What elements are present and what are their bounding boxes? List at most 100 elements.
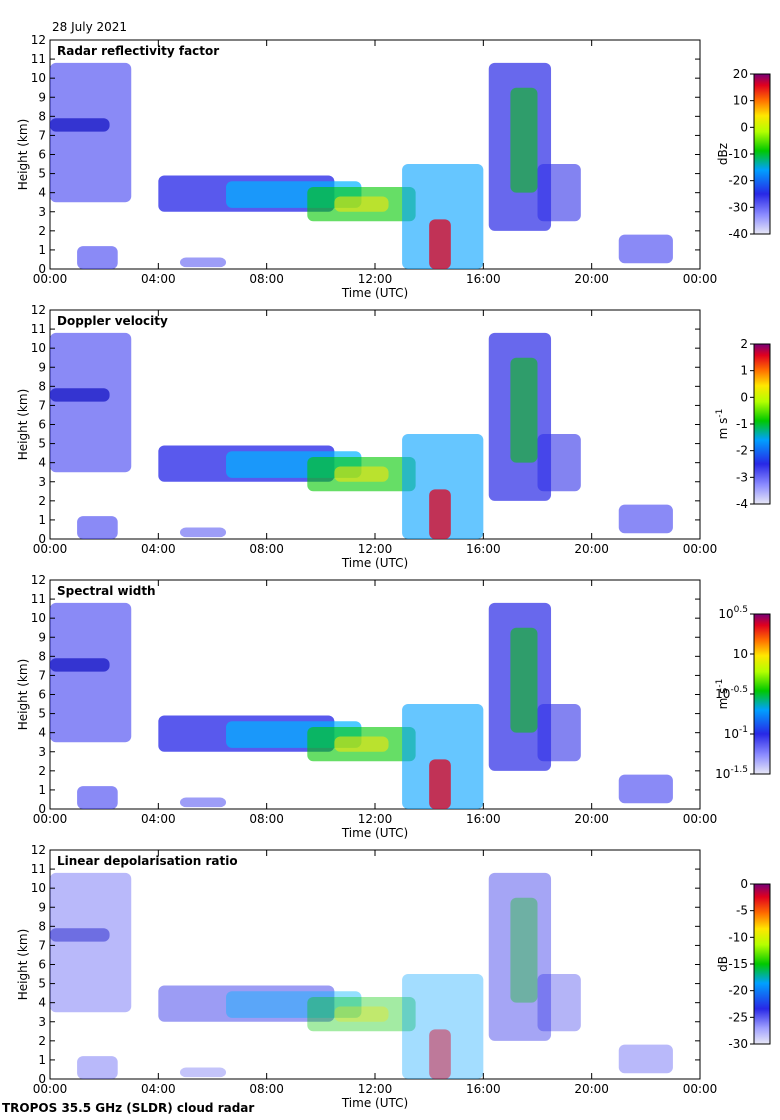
echo-region — [402, 974, 484, 1079]
x-tick-label: 16:00 — [466, 542, 501, 556]
x-tick-label: 00:00 — [33, 272, 68, 286]
y-tick-label: 8 — [38, 379, 46, 393]
panel-4: Linear depolarisation ratio0123456789101… — [16, 843, 771, 1110]
y-tick-label: 5 — [38, 707, 46, 721]
echo-region — [180, 527, 227, 538]
y-tick-label: 2 — [38, 224, 46, 238]
colorbar-tick-label: 100.5 — [718, 605, 748, 621]
y-tick-label: 7 — [38, 128, 46, 142]
echo-region — [618, 504, 673, 534]
echo-region — [429, 759, 451, 809]
colorbar-tick-label: -30 — [728, 200, 748, 214]
x-tick-label: 16:00 — [466, 1082, 501, 1096]
y-tick-label: 1 — [38, 513, 46, 527]
x-tick-label: 00:00 — [33, 1082, 68, 1096]
x-axis-label: Time (UTC) — [341, 1096, 408, 1110]
y-tick-label: 4 — [38, 456, 46, 470]
echo-region — [537, 704, 581, 762]
echo-region — [488, 872, 552, 1041]
plot-area — [49, 579, 701, 810]
echo-region — [402, 164, 484, 269]
y-tick-label: 2 — [38, 494, 46, 508]
y-axis-label: Height (km) — [16, 929, 30, 1000]
colorbar-unit-exponent: -1 — [715, 409, 725, 418]
echo-region — [50, 118, 110, 132]
colorbar-tick-label: 10-1.5 — [715, 765, 748, 781]
y-tick-label: 3 — [38, 475, 46, 489]
echo-region — [77, 246, 118, 269]
y-tick-label: 0 — [38, 1072, 46, 1086]
x-tick-label: 12:00 — [358, 812, 393, 826]
plot-area — [49, 849, 701, 1080]
echo-region — [510, 87, 538, 193]
y-tick-label: 7 — [38, 668, 46, 682]
colorbar-tick-label: 10 — [733, 647, 748, 661]
echo-region — [429, 219, 451, 269]
y-tick-label: 7 — [38, 398, 46, 412]
x-tick-label: 00:00 — [683, 812, 718, 826]
echo-region — [50, 928, 110, 942]
x-tick-label: 08:00 — [249, 812, 284, 826]
colorbar-tick-label: 0 — [740, 120, 748, 134]
y-tick-label: 6 — [38, 418, 46, 432]
colorbar-tick-label: 0 — [740, 390, 748, 404]
x-tick-label: 08:00 — [249, 1082, 284, 1096]
echo-region — [618, 234, 673, 264]
colorbar-unit: m s-1 — [715, 409, 730, 440]
echo-region — [429, 1029, 451, 1079]
colorbar-tick-label: 10-1 — [724, 725, 748, 741]
echo-region — [537, 164, 581, 222]
x-tick-label: 00:00 — [33, 542, 68, 556]
panel-title: Radar reflectivity factor — [57, 44, 219, 58]
echo-region — [226, 991, 362, 1018]
panel-title: Doppler velocity — [57, 314, 168, 328]
y-tick-label: 1 — [38, 783, 46, 797]
y-axis-label: Height (km) — [16, 119, 30, 190]
y-tick-label: 8 — [38, 919, 46, 933]
y-axis-label: Height (km) — [16, 389, 30, 460]
colorbar — [753, 883, 771, 1045]
x-tick-label: 08:00 — [249, 542, 284, 556]
y-tick-label: 10 — [31, 71, 46, 85]
x-tick-label: 04:00 — [141, 542, 176, 556]
colorbar-tick-label: -3 — [736, 470, 748, 484]
echo-region — [510, 357, 538, 463]
colorbar — [753, 343, 771, 505]
echo-region — [50, 602, 132, 743]
y-tick-label: 7 — [38, 938, 46, 952]
panel-title: Spectral width — [57, 584, 156, 598]
colorbar-unit: dB — [716, 956, 730, 972]
y-tick-label: 9 — [38, 360, 46, 374]
plot-area — [49, 309, 701, 540]
y-axis-label: Height (km) — [16, 659, 30, 730]
y-tick-label: 0 — [38, 802, 46, 816]
y-tick-label: 3 — [38, 745, 46, 759]
y-tick-label: 12 — [31, 843, 46, 857]
y-tick-label: 9 — [38, 90, 46, 104]
echo-region — [334, 196, 389, 212]
y-tick-label: 11 — [31, 322, 46, 336]
colorbar-tick-label: -10 — [728, 930, 748, 944]
colorbar-tick-label: -20 — [728, 174, 748, 188]
y-tick-label: 1 — [38, 1053, 46, 1067]
echo-region — [50, 658, 110, 672]
echo-region — [307, 996, 416, 1032]
x-tick-label: 00:00 — [683, 542, 718, 556]
x-tick-label: 12:00 — [358, 1082, 393, 1096]
y-tick-label: 9 — [38, 900, 46, 914]
x-tick-label: 12:00 — [358, 542, 393, 556]
colorbar-tick-label: -10 — [728, 147, 748, 161]
colorbar-tick-label: 20 — [733, 67, 748, 81]
echo-region — [50, 62, 132, 203]
echo-region — [537, 434, 581, 492]
echo-region — [180, 257, 227, 268]
colorbar-tick-label: -25 — [728, 1010, 748, 1024]
y-tick-label: 8 — [38, 109, 46, 123]
colorbar — [753, 73, 771, 235]
y-tick-label: 11 — [31, 592, 46, 606]
echo-region — [402, 704, 484, 809]
y-tick-label: 12 — [31, 573, 46, 587]
